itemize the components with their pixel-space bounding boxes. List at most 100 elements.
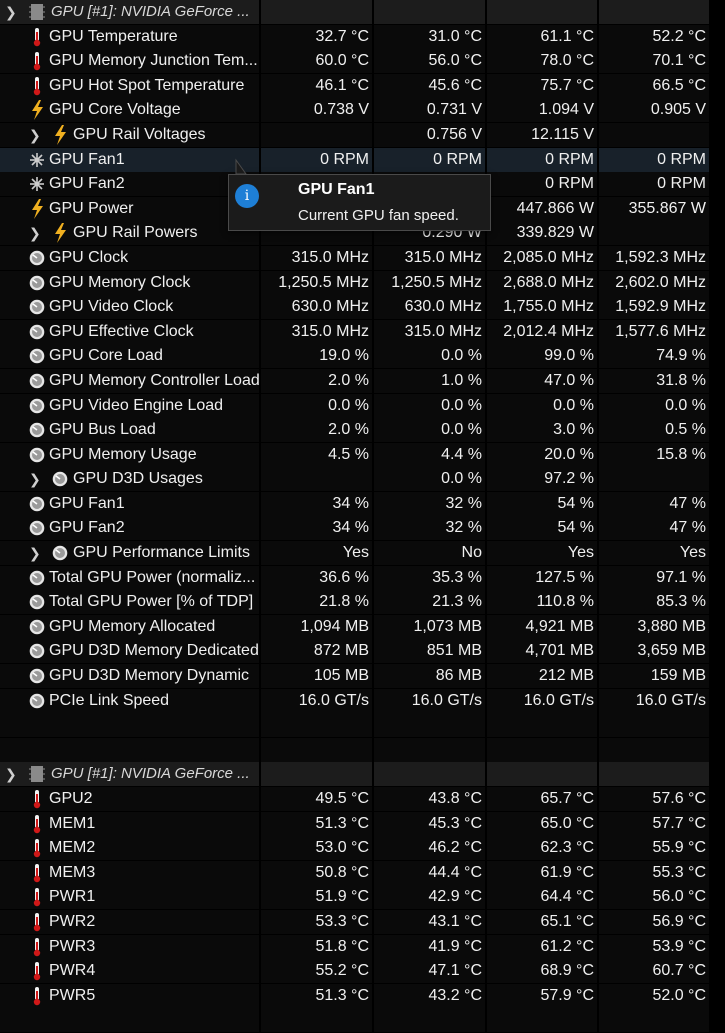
sensor-value: 65.1 °C xyxy=(540,912,594,930)
sensor-row[interactable]: Total GPU Power [% of TDP] 21.8 % 21.3 % 11… xyxy=(0,590,725,615)
sensor-value: 47 % xyxy=(669,519,706,537)
sensor-value: 2,085.0 MHz xyxy=(503,248,594,266)
sensor-row[interactable]: MEM1 51.3 °C 45.3 °C 65.0 °C 57.7 °C xyxy=(0,811,725,837)
sensor-label: GPU Clock xyxy=(49,248,129,266)
section-title: GPU [#1]: NVIDIA GeForce ... xyxy=(51,3,250,20)
fan-icon xyxy=(29,176,45,192)
sensor-row[interactable]: GPU Core Voltage 0.738 V 0.731 V 1.094 V 0.9… xyxy=(0,98,725,123)
sensor-row[interactable]: GPU Video Clock 630.0 MHz 630.0 MHz 1,755.0… xyxy=(0,295,725,320)
expand-chevron-icon[interactable]: ❯ xyxy=(29,545,41,562)
sensor-row[interactable]: GPU Bus Load 2.0 % 0.0 % 3.0 % 0.5 % xyxy=(0,418,725,443)
sensor-row[interactable]: GPU Fan2 34 % 32 % 54 % 47 % xyxy=(0,516,725,541)
sensor-value: 0.0 % xyxy=(441,347,482,365)
sensor-value: 61.2 °C xyxy=(540,937,594,955)
sensor-value: 1,577.6 MHz xyxy=(615,322,706,340)
sensor-value: 0.0 % xyxy=(441,421,482,439)
sensor-value: 32 % xyxy=(445,519,482,537)
sensor-label: PWR4 xyxy=(49,962,96,980)
gauge-icon xyxy=(29,693,45,709)
sensor-value: 86 MB xyxy=(435,667,482,685)
sensor-label: MEM3 xyxy=(49,863,96,881)
spacer-row xyxy=(0,713,725,738)
expand-chevron-icon[interactable]: ❯ xyxy=(29,471,41,488)
sensor-row[interactable]: GPU Video Engine Load 0.0 % 0.0 % 0.0 % 0.0 … xyxy=(0,393,725,419)
sensor-value: 2.0 % xyxy=(328,421,369,439)
sensor-value: 35.3 % xyxy=(432,568,482,586)
sensor-row[interactable]: MEM2 53.0 °C 46.2 °C 62.3 °C 55.9 °C xyxy=(0,836,725,861)
sensor-value: 56.0 °C xyxy=(428,52,482,70)
expand-chevron-icon[interactable]: ❯ xyxy=(29,126,41,143)
sensor-row[interactable]: ❯ GPU Rail Voltages 0.756 V 12.115 V xyxy=(0,122,725,148)
sensor-row[interactable]: PCIe Link Speed 16.0 GT/s 16.0 GT/s 16.0 GT… xyxy=(0,688,725,714)
sensor-row[interactable]: GPU Fan1 0 RPM 0 RPM 0 RPM 0 RPM xyxy=(0,147,725,173)
sensor-row[interactable]: Total GPU Power (normaliz... 36.6 % 35.3 %… xyxy=(0,565,725,591)
sensor-value: 630.0 MHz xyxy=(404,298,482,316)
sensor-value: 1.0 % xyxy=(441,371,482,389)
sensor-value: 57.6 °C xyxy=(652,790,706,807)
sensor-value: 36.6 % xyxy=(319,568,369,586)
sensor-value: 12.115 V xyxy=(531,125,594,143)
sensor-value: 105 MB xyxy=(313,667,369,685)
sensor-row[interactable]: GPU Memory Usage 4.5 % 4.4 % 20.0 % 15.8 % xyxy=(0,442,725,468)
sensor-row[interactable]: GPU Effective Clock 315.0 MHz 315.0 MHz 2,0… xyxy=(0,319,725,345)
gauge-icon xyxy=(29,619,45,635)
sensor-value: 52.0 °C xyxy=(652,986,706,1004)
sensor-row[interactable]: GPU Fan1 34 % 32 % 54 % 47 % xyxy=(0,491,725,517)
sensor-row[interactable]: GPU D3D Memory Dedicated 872 MB 851 MB 4,70… xyxy=(0,639,725,664)
sensor-row[interactable]: GPU Core Load 19.0 % 0.0 % 99.0 % 74.9 % xyxy=(0,344,725,369)
sensor-value: No xyxy=(461,544,482,562)
spacer-row xyxy=(0,737,725,763)
sensor-value: 41.9 °C xyxy=(428,937,482,955)
sensor-label: GPU Memory Clock xyxy=(49,273,191,291)
sensor-row[interactable]: PWR4 55.2 °C 47.1 °C 68.9 °C 60.7 °C xyxy=(0,959,725,984)
sensor-row[interactable]: GPU Memory Junction Tem... 60.0 °C 56.0 °C… xyxy=(0,49,725,74)
sensor-row[interactable]: GPU D3D Memory Dynamic 105 MB 86 MB 212 MB 1… xyxy=(0,664,725,689)
collapse-chevron-icon[interactable]: ❯ xyxy=(5,766,17,783)
expand-chevron-icon[interactable]: ❯ xyxy=(29,225,41,242)
sensor-label: GPU Performance Limits xyxy=(73,544,250,562)
sensor-row[interactable]: GPU Temperature 32.7 °C 31.0 °C 61.1 °C 52.2… xyxy=(0,24,725,50)
sensor-row[interactable]: MEM3 50.8 °C 44.4 °C 61.9 °C 55.3 °C xyxy=(0,860,725,886)
sensor-row[interactable]: ❯ GPU Performance Limits Yes No Yes Yes xyxy=(0,541,725,566)
sensor-label: GPU Fan2 xyxy=(49,519,125,537)
sensor-label: GPU D3D Usages xyxy=(73,470,203,488)
section-header[interactable]: ❯ GPU [#1]: NVIDIA GeForce ... xyxy=(0,762,725,787)
sensor-row[interactable]: PWR1 51.9 °C 42.9 °C 64.4 °C 56.0 °C xyxy=(0,885,725,910)
sensor-value: 110.8 % xyxy=(536,593,594,611)
sensor-value: 0 RPM xyxy=(657,150,706,168)
sensor-value: 16.0 GT/s xyxy=(298,691,369,709)
sensor-label: PWR1 xyxy=(49,888,96,906)
sensor-row[interactable]: PWR5 51.3 °C 43.2 °C 57.9 °C 52.0 °C xyxy=(0,983,725,1009)
sensor-row[interactable]: PWR2 53.3 °C 43.1 °C 65.1 °C 56.9 °C xyxy=(0,909,725,935)
sensor-value: 46.1 °C xyxy=(315,76,369,94)
sensor-label: GPU Temperature xyxy=(49,27,178,45)
sensor-value: 339.829 W xyxy=(516,224,594,242)
sensor-value: 630.0 MHz xyxy=(291,298,369,316)
sensor-row[interactable]: GPU Clock 315.0 MHz 315.0 MHz 2,085.0 MHz 1,… xyxy=(0,245,725,271)
sensor-row[interactable]: GPU Memory Allocated 1,094 MB 1,073 MB 4,92… xyxy=(0,614,725,640)
sensor-row[interactable]: GPU Hot Spot Temperature 46.1 °C 45.6 °C 75… xyxy=(0,73,725,99)
section-header[interactable]: ❯ GPU [#1]: NVIDIA GeForce ... xyxy=(0,0,725,25)
sensor-row[interactable]: GPU2 49.5 °C 43.8 °C 65.7 °C 57.6 °C xyxy=(0,787,725,812)
thermometer-icon xyxy=(29,51,45,71)
sensor-value: 20.0 % xyxy=(544,445,594,463)
sensor-value: 315.0 MHz xyxy=(291,322,369,340)
sensor-value: 74.9 % xyxy=(656,347,706,365)
sensor-value: 0.0 % xyxy=(553,396,594,414)
sensor-value: 0.0 % xyxy=(441,470,482,488)
sensor-label: GPU Fan2 xyxy=(49,175,125,193)
thermometer-icon xyxy=(29,863,45,883)
sensor-label: GPU Memory Junction Tem... xyxy=(49,52,258,70)
sensor-value: 4.4 % xyxy=(441,445,482,463)
sensor-row[interactable]: GPU Memory Controller Load 2.0 % 1.0 % 47.0… xyxy=(0,368,725,394)
gauge-icon xyxy=(29,520,45,536)
collapse-chevron-icon[interactable]: ❯ xyxy=(5,4,17,20)
sensor-label: GPU Fan1 xyxy=(49,494,125,512)
sensor-value: 0 RPM xyxy=(320,150,369,168)
sensor-row[interactable]: PWR3 51.8 °C 41.9 °C 61.2 °C 53.9 °C xyxy=(0,934,725,960)
sensor-value: 2,012.4 MHz xyxy=(503,322,594,340)
gauge-icon xyxy=(29,668,45,684)
sensor-value: 32.7 °C xyxy=(315,27,369,45)
sensor-row[interactable]: GPU Memory Clock 1,250.5 MHz 1,250.5 MHz 2,… xyxy=(0,270,725,296)
sensor-row[interactable]: ❯ GPU D3D Usages 0.0 % 97.2 % xyxy=(0,467,725,492)
